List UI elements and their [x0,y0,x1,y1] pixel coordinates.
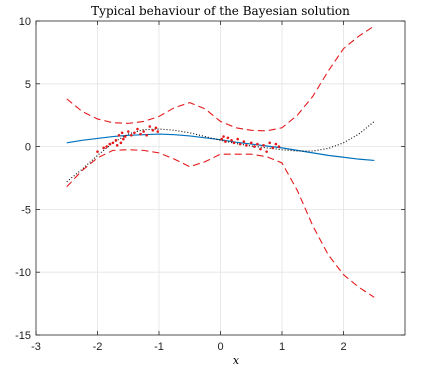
data-point [268,141,272,145]
data-point [130,133,133,137]
data-point [151,128,155,132]
data-point [253,145,256,148]
data-point [236,137,240,141]
data-point [111,141,115,145]
data-point [108,142,112,146]
data-point [114,139,118,142]
data-point [145,133,148,137]
data-point [242,140,246,143]
y-tick-label: 10 [19,16,31,28]
data-point [102,146,105,150]
y-tick-label: -10 [15,267,31,279]
data-point [119,141,123,145]
data-point [249,141,253,145]
x-axis-label: x [233,354,240,367]
x-tick-label: -2 [93,341,103,353]
data-point [120,131,124,135]
data-point [271,146,275,150]
series-dotted-line [66,121,375,183]
data-point [133,131,136,135]
data-point [230,139,233,142]
data-point [277,145,281,148]
y-tick-label: -5 [21,204,31,216]
data-point [139,132,142,136]
data-point [259,147,262,151]
data-point [245,144,248,147]
chart-title: Typical behaviour of the Bayesian soluti… [91,4,350,18]
y-tick-label: -15 [15,330,31,342]
data-point [224,140,227,143]
data-point [256,142,259,146]
grid [36,21,405,335]
data-point [156,130,160,133]
data-point [232,141,236,145]
data-point [265,150,268,153]
data-point [274,142,278,146]
data-point [220,137,224,141]
data-point [142,130,145,133]
data-point [222,135,225,138]
data-point [226,136,230,140]
x-tick-label: 0 [217,341,223,353]
series-layer [66,25,375,298]
data-point [105,145,109,148]
data-point [154,126,158,130]
series-dashed-line [66,25,375,132]
data-point [115,144,119,147]
y-tick-label: 0 [25,142,31,154]
x-tick-label: 2 [340,341,346,353]
x-tick-label: 1 [279,341,285,353]
series-solid-line [66,133,375,162]
data-point [148,125,152,128]
data-point [117,133,121,137]
x-tick-label: -3 [31,341,41,353]
data-point [238,142,242,146]
data-point [122,137,125,141]
data-point [126,130,130,133]
data-point [136,127,139,131]
data-point [262,144,265,147]
x-tick-label: -1 [154,341,164,353]
data-point [123,135,127,138]
y-tick-label: 5 [25,79,31,91]
data-point [96,150,99,153]
